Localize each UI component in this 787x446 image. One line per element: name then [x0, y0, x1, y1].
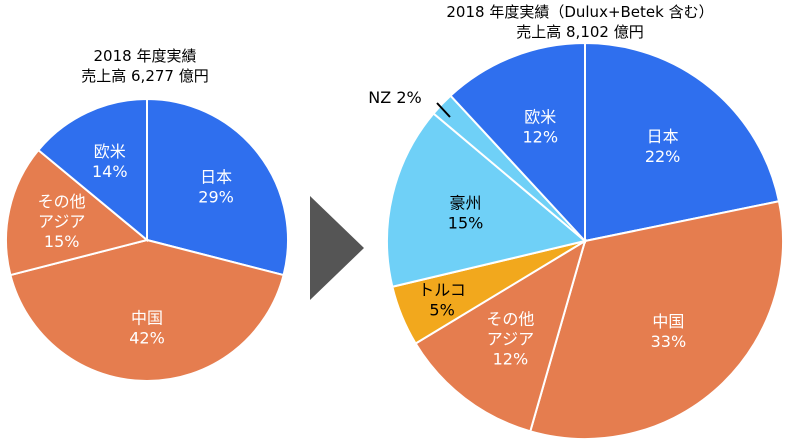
- left-chart-title: 2018 年度実績 売上高 6,277 億円: [40, 46, 250, 86]
- left-pie-chart: 日本 29% 中国 42% その他アジア 15%欧米 14%: [5, 97, 289, 382]
- slice-label-right-3: トルコ 5%: [418, 281, 466, 320]
- pie-slice-right-0: [584, 41, 781, 243]
- slice-label-left-2: その他アジア 15%: [38, 192, 86, 251]
- pie-slice-right-2: [414, 238, 587, 433]
- pie-slice-left-1: [9, 238, 285, 382]
- slice-label-right-6: 欧米 12%: [522, 108, 558, 147]
- right-chart-subtitle: 売上高 8,102 億円: [516, 23, 644, 41]
- pie-slice-left-3: [36, 97, 148, 243]
- pie-slice-left-0: [146, 97, 289, 277]
- left-chart-subtitle: 売上高 6,277 億円: [81, 67, 209, 85]
- slice-label-right-0: 日本 22%: [645, 127, 681, 166]
- slice-label-left-1: 中国 42%: [129, 308, 165, 347]
- pie-slice-right-1: [529, 200, 784, 440]
- slice-label-left-3: 欧米 14%: [92, 142, 128, 181]
- slice-label-left-0: 日本 29%: [198, 167, 234, 206]
- nz-callout: NZ 2%: [368, 88, 451, 118]
- right-arrow-icon: [310, 196, 364, 300]
- nz-leader-line: [436, 102, 451, 118]
- slice-label-right-4: 豪州 15%: [448, 194, 484, 233]
- right-chart-title: 2018 年度実績（Dulux+Betek 含む） 売上高 8,102 億円: [380, 2, 780, 42]
- nz-callout-label: NZ 2%: [368, 88, 421, 107]
- slice-label-right-1: 中国 33%: [651, 312, 687, 351]
- slice-label-right-2: その他アジア 12%: [486, 309, 534, 368]
- pie-slice-right-4: [385, 112, 588, 288]
- left-chart-title-line: 2018 年度実績: [93, 47, 197, 65]
- right-pie-chart: 日本 22% 中国 33% その他アジア 12% トルコ 5% 豪州 15% 欧米 12%: [385, 41, 784, 440]
- pie-slice-right-6: [449, 41, 586, 244]
- pie-slice-left-2: [5, 148, 150, 277]
- right-chart-title-line: 2018 年度実績（Dulux+Betek 含む）: [446, 3, 714, 21]
